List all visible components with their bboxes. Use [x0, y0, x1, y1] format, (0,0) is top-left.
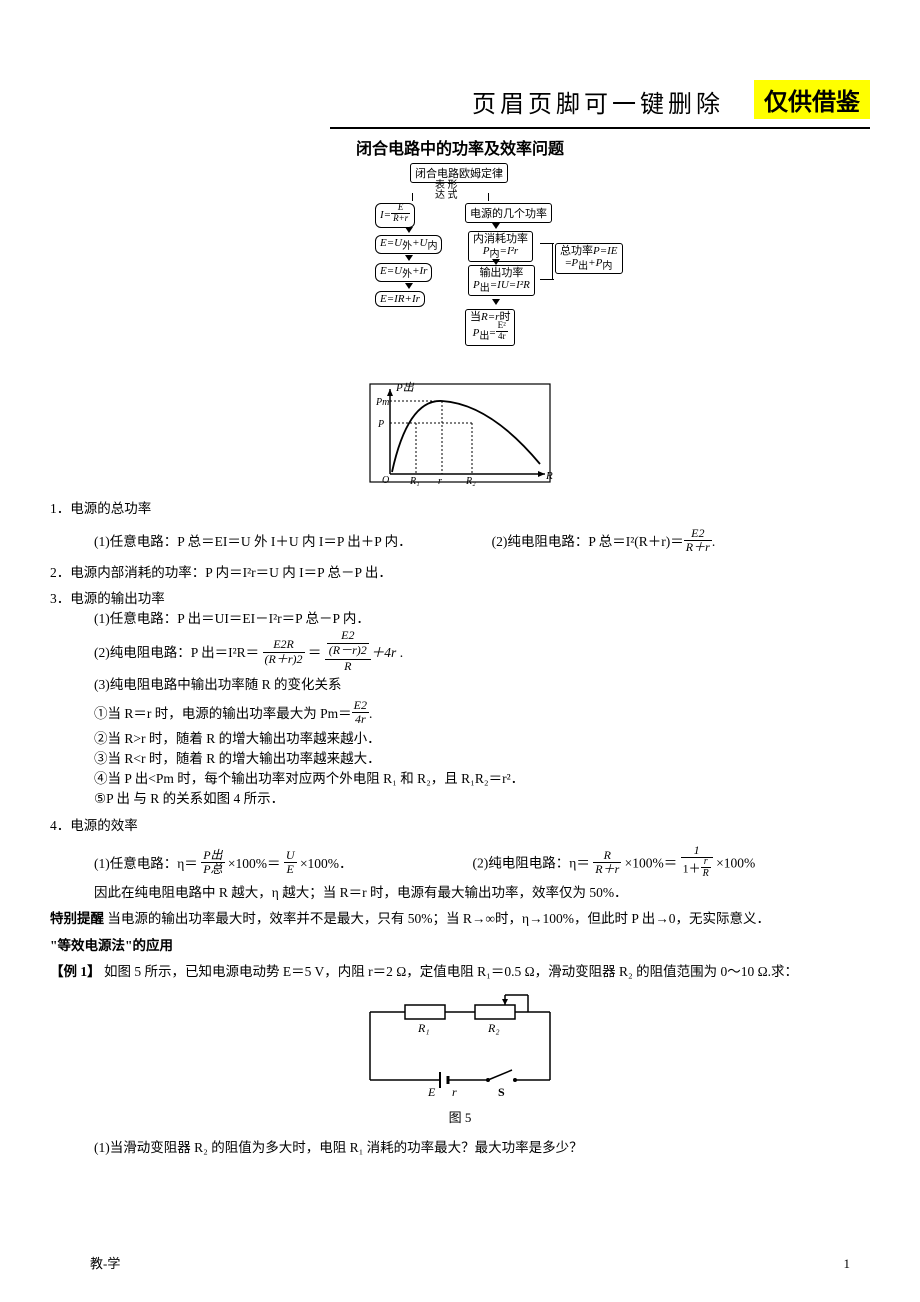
- header-rule: [330, 127, 870, 129]
- svg-text:P: P: [377, 419, 384, 430]
- text-4-note: 因此在纯电阻电路中 R 越大，η 越大；当 R＝r 时，电源有最大输出功率，效率…: [50, 883, 870, 903]
- flowchart: 闭合电路欧姆定律 表 形达 式 I=ER+r 电源的几个功率 E=U外+U内 内…: [280, 163, 640, 373]
- text-3-3-4: ④当 P 出<Pm 时，每个输出功率对应两个外电阻 R₁ 和 R₂，且 R₁R₂…: [50, 769, 870, 789]
- svg-text:S: S: [498, 1085, 505, 1099]
- formula-4-2: (2)纯电阻电路：η＝ RR＋r ×100%＝ 1 1＋rR ×100%: [473, 846, 756, 883]
- fc-rs: 总功率P=IE=P出+P内: [555, 243, 623, 274]
- fc-l1: I=ER+r: [375, 203, 415, 228]
- svg-text:r: r: [452, 1085, 457, 1099]
- formula-1-1: (1)任意电路：P 总＝EI＝U 外 I＋U 内 I＝P 出＋P 内．: [94, 532, 412, 552]
- svg-text:P出: P出: [395, 381, 415, 394]
- remind-body: 当电源的输出功率最大时，效率并不是最大，只有 50%；当 R→∞时，η→100%…: [104, 911, 770, 926]
- text-3-3-3: ③当 R<r 时，随着 R 的增大输出功率越来越大．: [50, 749, 870, 769]
- svg-text:R₂: R₂: [487, 1021, 500, 1035]
- page-title: 闭合电路中的功率及效率问题: [50, 135, 870, 159]
- fc-l2: E=U外+U内: [375, 235, 442, 254]
- output-power-curve: P出 Pm P O R₁ r R₂ R: [360, 379, 560, 489]
- question-1: (1)当滑动变阻器 R₂ 的阻值为多大时，电阻 R₁ 消耗的功率最大？最大功率是…: [50, 1138, 870, 1158]
- text-3-3: (3)纯电阻电路中输出功率随 R 的变化关系: [50, 675, 870, 695]
- formula-3-1: (1)任意电路：P 出＝UI＝EI－I²r＝P 总－P 内．: [50, 609, 870, 629]
- example-body: 如图 5 所示，已知电源电动势 E＝5 V，内阻 r＝2 Ω，定值电阻 R₁＝0…: [101, 964, 798, 979]
- fc-r1: 电源的几个功率: [465, 203, 552, 223]
- text-3-3-1: ①当 R＝r 时，电源的输出功率最大为 Pm＝E24r.: [50, 701, 870, 728]
- remind-label: 特别提醒: [50, 911, 104, 926]
- sec-3: 3．电源的输出功率: [50, 589, 870, 609]
- fc-top: 闭合电路欧姆定律: [410, 163, 508, 183]
- example-label: 【例 1】: [50, 964, 101, 979]
- svg-text:R₁: R₁: [409, 476, 420, 487]
- svg-text:Pm: Pm: [375, 397, 389, 408]
- svg-text:R: R: [545, 470, 553, 482]
- fc-r3: 输出功率P出=IU=I²R: [468, 265, 535, 296]
- figure-caption: 图 5: [50, 1108, 870, 1128]
- formula-3-2: (2)纯电阻电路：P 出＝I²R＝ E2R(R＋r)2 ＝ E2(R－r)2 R…: [50, 633, 870, 675]
- svg-text:O: O: [382, 475, 389, 486]
- footer-right: 1: [844, 1256, 851, 1272]
- circuit-diagram: R₁ R₂ E r S: [350, 992, 570, 1102]
- fc-r2: 内消耗功率P内=I²r: [468, 231, 533, 262]
- fc-bot: 当R=r时P出=E²4r: [465, 309, 515, 346]
- svg-text:E: E: [427, 1085, 436, 1099]
- svg-text:r: r: [438, 476, 442, 487]
- sec-4: 4．电源的效率: [50, 816, 870, 836]
- header-text: 页眉页脚可一键删除: [472, 84, 724, 119]
- method-title: "等效电源法"的应用: [50, 936, 870, 956]
- fc-l3: E=U外+Ir: [375, 263, 432, 282]
- formula-1-2: (2)纯电阻电路：P 总＝I²(R＋r)＝E2R＋r.: [492, 529, 716, 556]
- fc-l4: E=IR+Ir: [375, 291, 425, 307]
- footer-left: 教-学: [90, 1253, 120, 1272]
- body-content: 1．电源的总功率 (1)任意电路：P 总＝EI＝U 外 I＋U 内 I＝P 出＋…: [50, 499, 870, 1158]
- sec-2: 2．电源内部消耗的功率：P 内＝I²r＝U 内 I＝P 总－P 出．: [50, 563, 870, 583]
- formula-4-1: (1)任意电路：η＝ P出P总 ×100%＝ UE ×100%．: [94, 851, 353, 878]
- svg-text:R₁: R₁: [417, 1021, 430, 1035]
- text-3-3-2: ②当 R>r 时，随着 R 的增大输出功率越来越小．: [50, 729, 870, 749]
- svg-text:R₂: R₂: [465, 476, 476, 487]
- header-stamp: 仅供借鉴: [754, 80, 870, 119]
- text-3-3-5: ⑤P 出 与 R 的关系如图 4 所示．: [50, 789, 870, 809]
